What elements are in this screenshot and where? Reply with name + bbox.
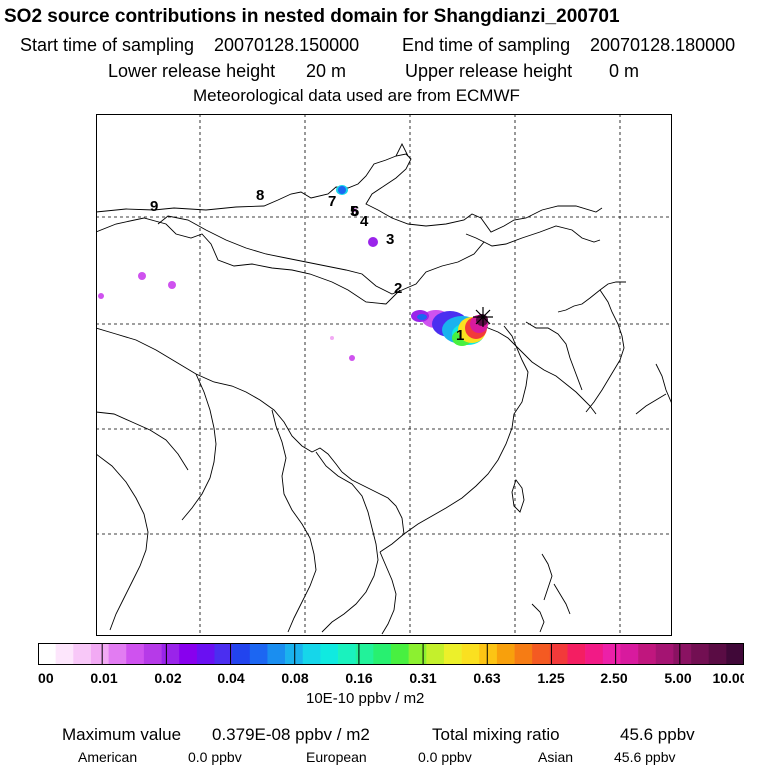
site-marker-7: 7 [328,193,336,210]
upper-release-value: 0 m [609,61,640,81]
colorbar-cell [249,643,268,665]
map-panel: 1 2 3 4 5 6 7 8 9 [96,114,672,636]
colorbar-cell [391,643,409,665]
colorbar-cell [708,643,727,665]
site-marker-9: 9 [150,198,158,215]
page-title: SO2 source contributions in nested domai… [4,6,620,27]
site-marker-3: 3 [386,231,394,248]
european-label: European [306,749,367,765]
site-marker-2: 2 [394,280,402,297]
end-time-label: End time of sampling [402,35,571,55]
colorbar-tick-label: 0.02 [154,670,181,686]
colorbar-cell [655,643,674,665]
colorbar-cell [567,643,586,665]
start-time-value: 20070128.150000 [214,35,360,55]
colorbar-tick-label: 0.04 [217,670,244,686]
country-borders [96,142,672,635]
site-marker-4: 4 [360,213,369,230]
lower-release-label: Lower release height [108,61,276,81]
american-value: 0.0 ppbv [188,749,242,765]
site-marker-5: 5 [350,203,358,220]
colorbar-tick-label: 0.31 [409,670,436,686]
colorbar-cell [285,643,304,665]
max-value-label: Maximum value [62,725,182,744]
colorbar-cell [338,643,356,665]
colorbar-cell [638,643,657,665]
total-mixing-label: Total mixing ratio [432,725,560,744]
colorbar-tick-label: 1.25 [537,670,564,686]
colorbar-cell [232,643,251,665]
site-marker-6: 6 [351,203,359,220]
american-label: American [78,749,138,765]
colorbar-cell [532,643,551,665]
colorbar-cell [73,643,92,665]
colorbar-cell [602,643,621,665]
colorbar-cell [549,643,568,665]
graticule [96,114,672,636]
colorbar-tick-label: 2.50 [600,670,627,686]
colorbar: 0.00 0.01 0.02 0.04 0.08 0.16 0.31 0.63 … [38,643,744,686]
upper-release-label: Upper release height [405,61,573,81]
colorbar-tick-label: 10.00 [712,670,744,686]
colorbar-cell [691,643,709,665]
site-marker-1: 1 [456,327,464,344]
colorbar-cell [514,643,533,665]
european-value: 0.0 ppbv [418,749,472,765]
met-data-note: Meteorological data used are from ECMWF [193,86,520,105]
map-frame [96,114,672,636]
colorbar-cell [426,643,445,665]
colorbar-cell [90,643,109,665]
colorbar-cell [38,643,56,665]
colorbar-cell [673,643,692,665]
colorbar-cell [108,643,127,665]
total-mixing-value: 45.6 ppbv [620,725,695,744]
start-time-label: Start time of sampling [20,35,195,55]
lower-release-value: 20 m [306,61,347,81]
colorbar-cell [143,643,162,665]
colorbar-cell [443,643,462,665]
colorbar-tick-label: 0.00 [38,670,54,686]
colorbar-tick-label: 0.16 [345,670,372,686]
site-marker-8: 8 [256,187,264,204]
colorbar-cell [479,643,498,665]
colorbar-cell [55,643,74,665]
colorbar-cell [461,643,480,665]
colorbar-cell [726,643,744,665]
end-time-value: 20070128.180000 [590,35,736,55]
colorbar-cell [355,643,374,665]
colorbar-cell [179,643,198,665]
colorbar-tick-marks [101,643,681,665]
asian-value: 45.6 ppbv [614,749,676,765]
colorbar-cell [196,643,215,665]
colorbar-cell [126,643,145,665]
colorbar-unit: 10E-10 ppbv / m2 [306,690,425,707]
colorbar-tick-label: 0.01 [90,670,117,686]
colorbar-cell [620,643,639,665]
colorbar-cell [320,643,339,665]
colorbar-frame [38,643,744,665]
colorbar-cell [302,643,321,665]
colorbar-tick-label: 0.63 [473,670,500,686]
colorbar-cell [585,643,604,665]
colorbar-tick-label: 0.08 [281,670,308,686]
colorbar-tick-label: 5.00 [664,670,691,686]
colorbar-cell [373,643,392,665]
colorbar-cells [38,643,744,665]
asian-label: Asian [538,749,574,765]
colorbar-cell [161,643,180,665]
colorbar-cell [267,643,286,665]
colorbar-cell [214,643,233,665]
colorbar-cell [496,643,515,665]
max-value: 0.379E-08 ppbv / m2 [212,725,370,744]
colorbar-cell [408,643,427,665]
asterisk-station-marker [473,307,493,327]
